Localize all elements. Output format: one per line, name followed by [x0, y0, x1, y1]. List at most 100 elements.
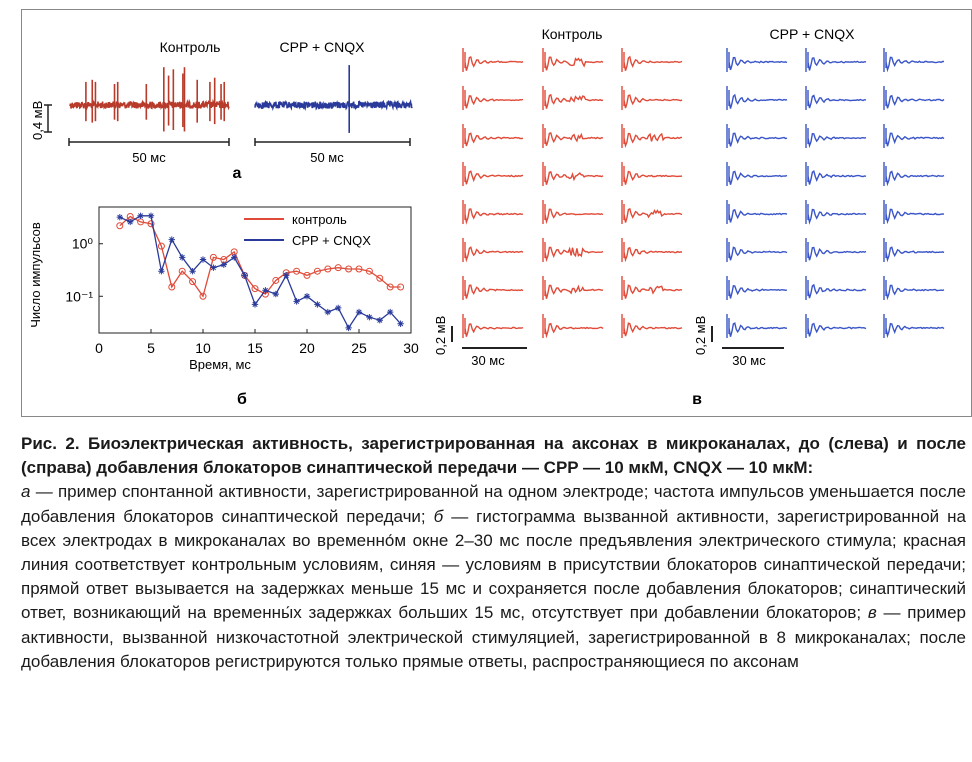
panel-c-blocked-trace — [883, 238, 945, 263]
panel-c-blocked-trace — [805, 86, 867, 110]
data-point-blocked — [147, 212, 155, 220]
panel-a-blocked-noise — [254, 98, 413, 112]
panel-b-legend: контроль CPP + CNQX — [244, 212, 371, 248]
panel-c-control-trace — [542, 276, 604, 300]
data-point-control — [365, 267, 373, 275]
series-line-blocked — [119, 215, 402, 330]
panel-a: Контроль CPP + CNQX 0,4 мВ 50 мс 50 мс а — [30, 39, 413, 182]
data-point-control — [116, 222, 124, 230]
panel-c-blocked-title: CPP + CNQX — [770, 26, 856, 42]
panel-b-y-ticks: 10⁰ 10⁻¹ — [65, 236, 103, 304]
x-tick-label: 20 — [299, 340, 315, 356]
caption-text-a: — пример спонтанной активности, зарегист… — [21, 482, 966, 526]
panel-c-blocked-trace — [726, 162, 788, 186]
panel-c-voltage-label-1: 0,2 мВ — [433, 316, 448, 355]
data-point-blocked — [355, 308, 363, 316]
data-point-blocked — [158, 268, 165, 275]
data-point-blocked — [251, 301, 259, 308]
panel-c-blocked-trace — [883, 124, 945, 148]
figure-canvas: Контроль CPP + CNQX 0,4 мВ 50 мс 50 мс а… — [28, 26, 945, 408]
panel-c-control-trace — [621, 162, 683, 186]
data-point-blocked — [241, 272, 248, 279]
panel-c-blocked-trace — [726, 48, 788, 72]
panel-a-control-title: Контроль — [160, 39, 221, 55]
data-point-blocked — [293, 298, 300, 305]
panel-c-blocked-trace — [883, 86, 945, 110]
panel-c-control-trace — [621, 48, 683, 72]
caption-letter-c: в — [867, 603, 877, 623]
data-point-blocked — [199, 256, 207, 263]
data-point-blocked — [283, 272, 290, 279]
data-point-blocked — [314, 301, 321, 308]
data-point-control — [168, 283, 176, 291]
panel-c-control-trace — [621, 86, 683, 110]
panel-b-x-ticks: 0 5 10 15 20 25 30 — [95, 329, 419, 356]
data-point-blocked — [116, 213, 123, 221]
panel-c-blocked-trace — [805, 238, 867, 262]
panel-c-label: в — [692, 391, 702, 408]
panel-c-control-trace — [621, 276, 683, 300]
data-point-blocked — [324, 308, 331, 316]
data-point-blocked — [137, 212, 144, 220]
data-point-blocked — [189, 268, 196, 275]
x-tick-label: 25 — [351, 340, 367, 356]
panel-c-blocked-trace — [805, 48, 866, 72]
panel-a-blocked-trace — [254, 65, 413, 133]
data-point-blocked — [168, 236, 175, 243]
panel-c-time-label-2: 30 мс — [732, 353, 766, 368]
panel-c-control-trace — [542, 238, 604, 263]
panel-c-blocked-trace — [726, 238, 788, 262]
panel-c-control-trace — [462, 162, 524, 186]
panel-c-blocked-grid — [726, 48, 945, 339]
panel-c-blocked-trace — [805, 314, 867, 338]
caption-text-c: — пример активности, вызванной низкочаст… — [21, 603, 967, 671]
x-tick-label: 15 — [247, 340, 263, 356]
data-point-control — [147, 220, 155, 228]
panel-b-series — [116, 212, 405, 332]
data-point-blocked — [397, 320, 404, 327]
data-point-blocked — [210, 264, 217, 271]
data-point-blocked — [376, 317, 383, 324]
panel-c-control-trace — [462, 238, 524, 263]
data-point-control — [293, 267, 301, 275]
y-tick-label: 10⁰ — [72, 236, 94, 252]
panel-c-blocked-trace — [805, 162, 867, 186]
legend-blocked-label: CPP + CNQX — [292, 233, 371, 248]
panel-c-blocked-trace — [883, 314, 945, 339]
panel-c-blocked-trace — [726, 124, 788, 148]
data-point-blocked — [345, 324, 352, 332]
panel-c-blocked-trace — [726, 200, 788, 224]
panel-b: 0 5 10 15 20 25 30 10⁰ 10⁻¹ Число импульсов Вре… — [28, 206, 419, 408]
panel-c-blocked-trace — [726, 86, 788, 110]
panel-c-control-trace — [542, 86, 604, 110]
data-point-blocked — [262, 287, 269, 294]
data-point-blocked — [366, 313, 373, 321]
panel-c-control-trace — [462, 124, 524, 148]
data-point-blocked — [387, 308, 394, 316]
panel-a-control-noise — [69, 98, 230, 111]
panel-c-control-trace — [542, 48, 604, 72]
x-tick-label: 10 — [195, 340, 211, 356]
panel-c-blocked-trace — [726, 276, 788, 300]
panel-b-y-axis-label: Число импульсов — [28, 222, 43, 328]
panel-a-blocked-title: CPP + CNQX — [280, 39, 366, 55]
panel-c-blocked-trace — [883, 276, 945, 301]
panel-c-control-title: Контроль — [542, 26, 603, 42]
data-point-blocked — [220, 261, 227, 268]
series-line-control — [119, 215, 401, 298]
panel-c-time-label-1: 30 мс — [471, 353, 505, 368]
data-point-control — [355, 265, 363, 273]
panel-c-blocked-trace — [805, 124, 867, 149]
panel-c-blocked-trace — [805, 200, 867, 225]
panel-c-control-trace — [621, 124, 683, 149]
data-point-control — [397, 283, 405, 291]
panel-c-control-trace — [462, 314, 524, 338]
data-point-control — [324, 265, 332, 273]
data-point-blocked — [335, 304, 342, 312]
panel-a-label: а — [233, 165, 242, 182]
data-point-control — [313, 267, 321, 275]
panel-c-control-trace — [542, 162, 604, 186]
figure-panel: Контроль CPP + CNQX 0,4 мВ 50 мс 50 мс а… — [21, 9, 972, 417]
data-point-control — [303, 271, 311, 279]
panel-c-control-trace — [621, 200, 683, 224]
